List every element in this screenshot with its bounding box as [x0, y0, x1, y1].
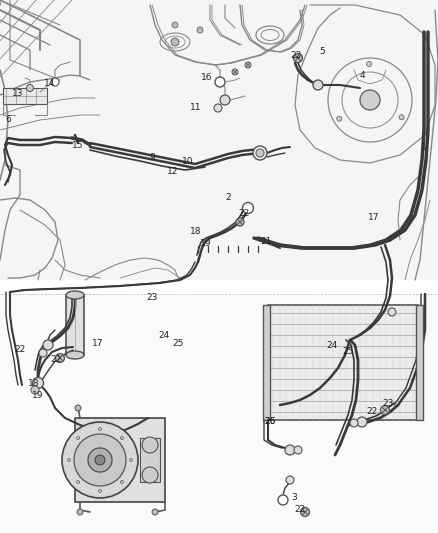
- Bar: [268, 305, 418, 420]
- Text: 17: 17: [92, 340, 104, 349]
- Circle shape: [56, 353, 64, 362]
- Text: 13: 13: [12, 90, 24, 99]
- Text: 5: 5: [319, 47, 325, 56]
- Text: 24: 24: [326, 342, 338, 351]
- Text: 16: 16: [201, 74, 213, 83]
- Circle shape: [99, 489, 102, 492]
- Text: 23: 23: [382, 400, 394, 408]
- Circle shape: [215, 77, 225, 87]
- Text: 18: 18: [28, 379, 40, 389]
- Circle shape: [381, 406, 389, 415]
- Circle shape: [278, 495, 288, 505]
- Circle shape: [43, 340, 53, 350]
- Text: 10: 10: [182, 157, 194, 166]
- Text: 26: 26: [264, 417, 276, 426]
- Circle shape: [236, 218, 244, 226]
- Text: 22: 22: [50, 356, 62, 365]
- Bar: [0, 0, 438, 280]
- Circle shape: [74, 434, 126, 486]
- Text: 3: 3: [291, 494, 297, 503]
- Text: 19: 19: [200, 239, 212, 248]
- Bar: [75, 418, 165, 502]
- Circle shape: [220, 95, 230, 105]
- Circle shape: [142, 467, 158, 483]
- Circle shape: [77, 509, 83, 515]
- Circle shape: [253, 146, 267, 160]
- Circle shape: [293, 53, 303, 62]
- Circle shape: [243, 203, 254, 214]
- Circle shape: [245, 62, 251, 68]
- Circle shape: [27, 85, 33, 92]
- Circle shape: [350, 419, 358, 427]
- Text: 26: 26: [264, 417, 276, 426]
- Text: 2: 2: [225, 193, 231, 203]
- Circle shape: [285, 445, 295, 455]
- Text: 18: 18: [190, 228, 202, 237]
- Circle shape: [130, 458, 133, 462]
- Circle shape: [88, 448, 112, 472]
- Circle shape: [77, 437, 80, 440]
- Circle shape: [120, 437, 124, 440]
- Circle shape: [99, 427, 102, 431]
- Circle shape: [75, 405, 81, 411]
- Circle shape: [152, 509, 158, 515]
- Circle shape: [142, 437, 158, 453]
- Circle shape: [51, 78, 59, 86]
- Text: 17: 17: [368, 214, 380, 222]
- Bar: [0, 294, 438, 533]
- Text: 4: 4: [359, 71, 365, 80]
- Text: 24: 24: [159, 332, 170, 341]
- Circle shape: [197, 27, 203, 33]
- Circle shape: [286, 476, 294, 484]
- Circle shape: [357, 417, 367, 427]
- Text: 6: 6: [5, 116, 11, 125]
- Circle shape: [67, 458, 71, 462]
- Circle shape: [367, 61, 372, 67]
- Bar: [140, 438, 160, 482]
- Text: 22: 22: [290, 52, 302, 61]
- Text: 22: 22: [238, 209, 250, 219]
- Text: 25: 25: [343, 348, 354, 357]
- Circle shape: [171, 38, 179, 46]
- Text: 19: 19: [32, 392, 44, 400]
- Circle shape: [31, 386, 39, 394]
- Circle shape: [300, 507, 310, 516]
- Circle shape: [39, 349, 47, 357]
- Circle shape: [77, 480, 80, 483]
- Circle shape: [337, 116, 342, 121]
- Circle shape: [388, 308, 396, 316]
- Bar: [3, 88, 47, 104]
- Text: 23: 23: [146, 294, 158, 303]
- Ellipse shape: [66, 291, 84, 299]
- Bar: [416, 305, 423, 420]
- Text: 22: 22: [366, 408, 378, 416]
- Text: 21: 21: [260, 238, 272, 246]
- Bar: [263, 305, 270, 420]
- Text: 15: 15: [72, 141, 84, 149]
- Circle shape: [294, 446, 302, 454]
- Text: 1: 1: [421, 143, 427, 152]
- Circle shape: [399, 115, 404, 120]
- Text: 22: 22: [294, 505, 306, 514]
- Text: 14: 14: [44, 79, 56, 88]
- Circle shape: [232, 69, 238, 75]
- Circle shape: [256, 149, 264, 157]
- Circle shape: [120, 480, 124, 483]
- Circle shape: [172, 22, 178, 28]
- Ellipse shape: [66, 351, 84, 359]
- Circle shape: [313, 80, 323, 90]
- Text: 25: 25: [172, 340, 184, 349]
- Text: 22: 22: [14, 345, 26, 354]
- Circle shape: [95, 455, 105, 465]
- Text: 11: 11: [190, 103, 202, 112]
- Circle shape: [214, 104, 222, 112]
- Text: 12: 12: [167, 166, 179, 175]
- Circle shape: [360, 90, 380, 110]
- Circle shape: [32, 377, 43, 389]
- Circle shape: [62, 422, 138, 498]
- Text: 9: 9: [149, 152, 155, 161]
- Bar: [66, 295, 84, 355]
